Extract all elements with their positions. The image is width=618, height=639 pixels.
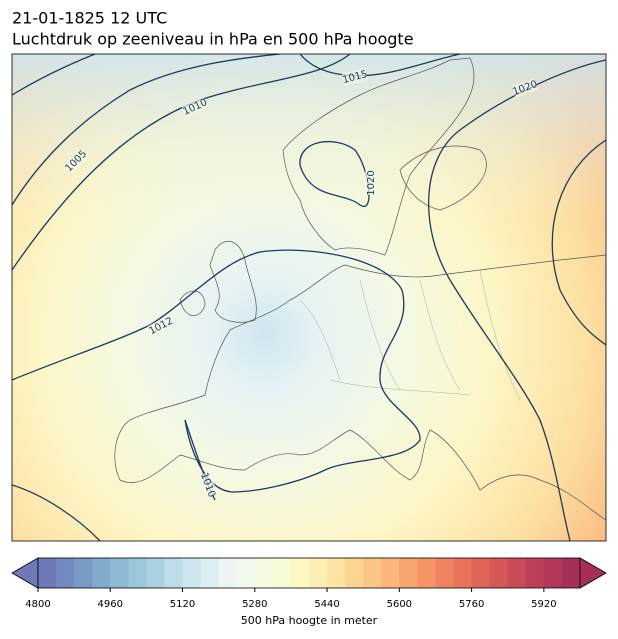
colorbar-box xyxy=(417,558,436,588)
colorbar-frame xyxy=(37,557,581,589)
colorbar-box xyxy=(453,558,473,588)
colorbar-box xyxy=(92,558,111,588)
colorbar-extend-high xyxy=(579,557,607,589)
colorbar-box xyxy=(309,558,328,588)
colorbar-box xyxy=(272,558,292,588)
contour-label-bg xyxy=(198,471,218,499)
colorbar-tick-label: 5280 xyxy=(242,599,267,610)
colorbar-box xyxy=(471,558,491,588)
colorbar-box xyxy=(345,558,364,588)
colorbar-box xyxy=(74,558,93,588)
colorbar-box xyxy=(128,558,147,588)
contour-label-bg xyxy=(365,171,377,195)
coastlines xyxy=(114,57,606,521)
colorbar-box xyxy=(110,558,129,588)
colorbar-tick-label: 4960 xyxy=(98,599,123,610)
colorbar-label: 500 hPa hoogte in meter xyxy=(241,614,378,627)
colorbar-tick-label: 5760 xyxy=(459,599,484,610)
isobar xyxy=(12,54,281,206)
isobar xyxy=(428,59,606,541)
colorbar-box xyxy=(200,558,220,588)
isobar xyxy=(551,139,606,346)
contour-label-bg xyxy=(511,78,539,98)
colorbar-box xyxy=(56,558,75,588)
colorbar-box xyxy=(327,558,346,588)
colorbar-box xyxy=(525,558,545,588)
isobar xyxy=(12,54,96,96)
colorbar-box xyxy=(164,558,184,588)
colorbar-box xyxy=(363,558,382,588)
map-frame xyxy=(11,53,607,542)
isobar xyxy=(12,249,421,493)
colorbar-box xyxy=(435,558,455,588)
contour-label-bg xyxy=(181,96,209,118)
colorbar-box xyxy=(236,558,256,588)
contour-label-bg xyxy=(147,315,175,337)
colorbar-box xyxy=(489,558,509,588)
colorbar-box xyxy=(399,558,418,588)
colorbar-tick-label: 5600 xyxy=(387,599,412,610)
colorbar: 4800 4960 5120 5280 5440 5600 5760 5920 500 hPa … xyxy=(11,557,607,627)
isobar xyxy=(299,54,461,77)
colorbar-tick-label: 4800 xyxy=(25,599,50,610)
colorbar-box xyxy=(561,558,581,588)
borders xyxy=(299,269,521,401)
colorbar-box xyxy=(381,558,400,588)
colorbar-extend-low xyxy=(11,557,39,589)
colorbar-tick-label: 5440 xyxy=(314,599,339,610)
colorbar-tick-label: 5120 xyxy=(170,599,195,610)
colorbar-tick-label: 5920 xyxy=(531,599,556,610)
height-field-north xyxy=(12,54,606,541)
colorbar-box xyxy=(38,558,57,588)
contour-label-bg xyxy=(63,148,89,174)
colorbar-box xyxy=(543,558,563,588)
contour-label-bg xyxy=(341,68,369,86)
colorbar-box xyxy=(146,558,165,588)
colorbar-box xyxy=(290,558,310,588)
map xyxy=(12,54,606,541)
title: 21-01-1825 12 UTC xyxy=(12,9,167,28)
colorbar-box xyxy=(218,558,238,588)
contour-label: 1020 xyxy=(366,170,377,195)
subtitle: Luchtdruk op zeeniveau in hPa en 500 hPa… xyxy=(12,30,414,49)
colorbar-box xyxy=(507,558,527,588)
colorbar-box xyxy=(182,558,202,588)
isobars xyxy=(12,54,606,541)
colorbar-box xyxy=(254,558,274,588)
isobar xyxy=(12,484,101,541)
